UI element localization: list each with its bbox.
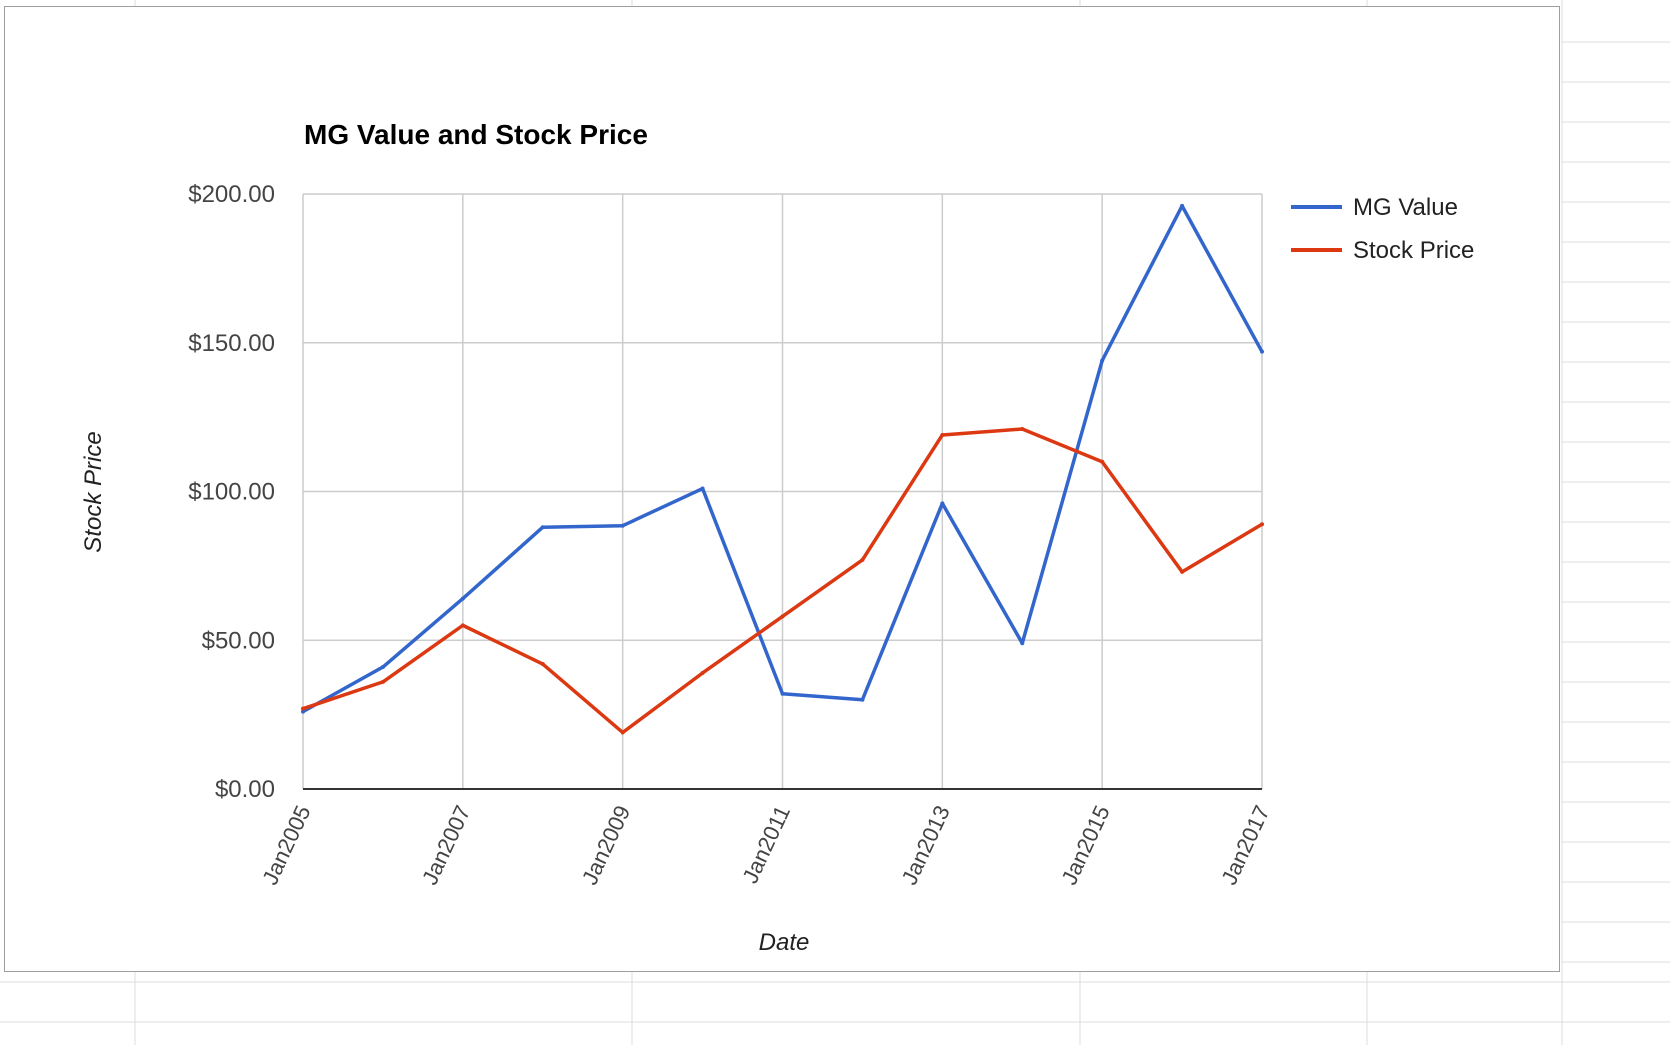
data-point-mg-value[interactable] [700,486,705,491]
data-point-mg-value[interactable] [1260,349,1264,354]
data-point-stock-price[interactable] [780,614,785,619]
data-point-mg-value[interactable] [620,523,625,528]
legend-label-stock-price[interactable]: Stock Price [1353,237,1474,264]
data-point-mg-value[interactable] [380,665,385,670]
data-point-mg-value[interactable] [780,691,785,696]
data-point-stock-price[interactable] [1180,569,1185,574]
x-tick-label: Jan2017 [1216,802,1274,889]
data-point-stock-price[interactable] [700,670,705,675]
chart-legend[interactable]: MG Value Stock Price [1291,194,1474,264]
data-point-mg-value[interactable] [860,697,865,702]
data-point-stock-price[interactable] [1100,459,1105,464]
legend-label-mg-value[interactable]: MG Value [1353,194,1458,221]
y-axis-ticks: $0.00 $50.00 $100.00 $150.00 $200.00 [188,181,275,803]
data-point-stock-price[interactable] [301,706,305,711]
data-point-mg-value[interactable] [1020,641,1025,646]
data-point-mg-value[interactable] [301,709,305,714]
x-tick-label: Jan2009 [577,802,635,889]
data-point-mg-value[interactable] [540,525,545,530]
data-point-mg-value[interactable] [1100,358,1105,363]
x-tick-label: Jan2007 [417,802,475,889]
data-point-stock-price[interactable] [540,662,545,667]
chart-title: MG Value and Stock Price [304,119,648,150]
y-tick-label: $0.00 [215,776,275,803]
x-tick-label: Jan2013 [897,802,955,889]
data-point-stock-price[interactable] [1020,427,1025,432]
y-tick-label: $100.00 [188,479,275,506]
y-axis-title: Stock Price [80,431,107,552]
x-tick-label: Jan2015 [1056,802,1114,889]
data-point-stock-price[interactable] [860,557,865,562]
data-point-stock-price[interactable] [460,623,465,628]
x-tick-label: Jan2011 [737,802,795,888]
chart-series [301,203,1264,735]
data-point-mg-value[interactable] [460,596,465,601]
y-tick-label: $200.00 [188,181,275,208]
data-point-stock-price[interactable] [620,730,625,735]
data-point-mg-value[interactable] [940,501,945,506]
data-point-stock-price[interactable] [1260,522,1264,527]
data-point-stock-price[interactable] [940,432,945,437]
data-point-stock-price[interactable] [380,679,385,684]
x-axis-title: Date [759,929,810,956]
x-axis-ticks: Jan2005 Jan2007 Jan2009 Jan2011 Jan2013 Jan20… [257,802,1274,889]
y-tick-label: $150.00 [188,330,275,357]
x-tick-label: Jan2005 [257,802,315,889]
y-tick-label: $50.00 [202,627,275,654]
chart-gridlines [302,193,1263,790]
data-point-mg-value[interactable] [1180,203,1185,208]
